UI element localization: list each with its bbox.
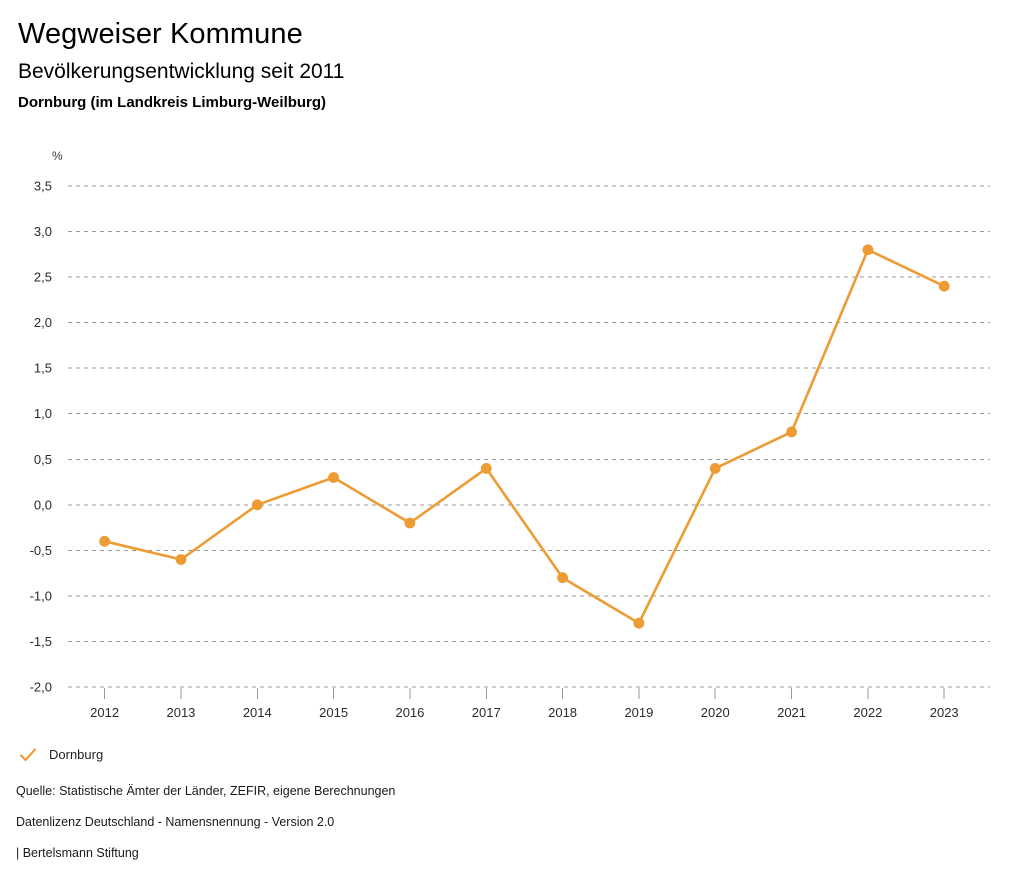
y-axis-tick-label: -0,5 xyxy=(30,543,52,558)
grid-layer xyxy=(68,185,990,688)
data-point-marker[interactable] xyxy=(480,463,492,474)
x-axis-tick-label: 2015 xyxy=(319,705,348,720)
data-point-marker[interactable] xyxy=(862,244,874,256)
y-axis-tick-label: 2,5 xyxy=(34,270,52,285)
x-axis-labels: 2012 2013 2014 2015 2016 2017 2018 2019 2020 2021… xyxy=(90,705,958,720)
legend-item-label: Dornburg xyxy=(49,747,104,762)
check-icon xyxy=(18,745,38,765)
x-axis-tick-label: 2018 xyxy=(548,705,577,720)
x-axis-tick-label: 2012 xyxy=(90,705,119,720)
y-axis-tick-label: 1,0 xyxy=(34,406,52,421)
data-point-marker[interactable] xyxy=(251,499,263,511)
y-axis-tick-label: -1,0 xyxy=(30,588,52,603)
series-line xyxy=(103,248,946,625)
chart-legend[interactable]: Dornburg xyxy=(18,744,103,766)
footer-license: Datenlizenz Deutschland - Namensnennung … xyxy=(16,815,335,829)
page-subtitle: Bevölkerungsentwicklung seit 2011 xyxy=(18,60,345,83)
data-point-marker[interactable] xyxy=(709,463,721,474)
y-axis-tick-label: 1,5 xyxy=(34,361,52,376)
y-axis-tick-label: -1,5 xyxy=(30,634,52,649)
footer-block: Quelle: Statistische Ämter der Länder, Z… xyxy=(16,783,916,861)
page-location: Dornburg (im Landkreis Limburg-Weilburg) xyxy=(18,94,327,111)
x-axis-tick-label: 2019 xyxy=(624,705,653,720)
page-title: Wegweiser Kommune xyxy=(18,18,303,50)
y-axis-tick-label: 0,0 xyxy=(34,497,52,512)
x-axis-tick-label: 2016 xyxy=(395,705,424,720)
x-axis-ticks xyxy=(104,688,945,699)
footer-publisher: | Bertelsmann Stiftung xyxy=(16,846,139,860)
x-axis-tick-label: 2023 xyxy=(930,705,959,720)
x-axis-tick-label: 2020 xyxy=(701,705,730,720)
x-axis-tick-label: 2014 xyxy=(243,705,272,720)
data-point-marker[interactable] xyxy=(938,280,950,292)
header-block: Wegweiser Kommune Bevölkerungsentwicklun… xyxy=(18,16,978,113)
data-point-marker[interactable] xyxy=(557,572,568,584)
footer-source: Quelle: Statistische Ämter der Länder, Z… xyxy=(16,784,396,798)
data-point-marker[interactable] xyxy=(786,426,797,438)
series-layer xyxy=(99,244,950,629)
data-point-marker[interactable] xyxy=(633,617,645,629)
x-axis-tick-label: 2017 xyxy=(472,705,501,720)
chart-canvas: 3,5 3,0 2,5 2,0 1,5 1,0 0,5 0,0 -0,5 -1,0 -1,5 -2,0… xyxy=(30,149,990,720)
x-axis-tick-label: 2013 xyxy=(166,705,195,720)
x-axis-tick-label: 2021 xyxy=(777,705,806,720)
y-axis-tick-label: -2,0 xyxy=(30,680,52,695)
x-axis-tick-label: 2022 xyxy=(853,705,882,720)
y-axis-tick-label: 2,0 xyxy=(34,315,52,330)
data-point-marker[interactable] xyxy=(328,472,339,483)
data-point-marker[interactable] xyxy=(404,517,416,529)
line-chart: 3,5 3,0 2,5 2,0 1,5 1,0 0,5 0,0 -0,5 -1,0 -1,5 -2,0… xyxy=(30,149,990,720)
y-axis-tick-label: 0,5 xyxy=(34,452,52,467)
y-axis-tick-label: 3,0 xyxy=(34,224,52,239)
y-axis-tick-label: 3,5 xyxy=(34,179,52,194)
y-axis-unit-label: % xyxy=(52,149,63,163)
data-point-marker[interactable] xyxy=(175,554,187,565)
data-point-marker[interactable] xyxy=(99,535,110,547)
y-axis-labels: 3,5 3,0 2,5 2,0 1,5 1,0 0,5 0,0 -0,5 -1,0 -1,5 -2,0 xyxy=(30,179,52,695)
